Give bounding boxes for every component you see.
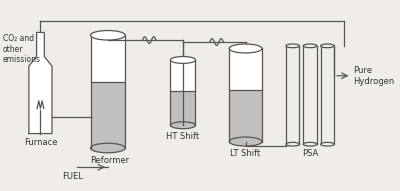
Bar bbox=[90, 35, 125, 148]
Polygon shape bbox=[29, 32, 52, 134]
Ellipse shape bbox=[321, 44, 334, 48]
Ellipse shape bbox=[286, 142, 300, 146]
Ellipse shape bbox=[90, 143, 125, 153]
Text: Reformer: Reformer bbox=[90, 156, 129, 165]
Ellipse shape bbox=[229, 137, 262, 146]
Text: HT Shift: HT Shift bbox=[166, 132, 200, 141]
Ellipse shape bbox=[170, 57, 196, 63]
Bar bbox=[90, 82, 125, 148]
Text: FUEL: FUEL bbox=[62, 172, 83, 181]
Ellipse shape bbox=[303, 44, 317, 48]
Text: LT Shift: LT Shift bbox=[230, 149, 261, 158]
Bar bbox=[229, 49, 262, 142]
Ellipse shape bbox=[170, 122, 196, 129]
Ellipse shape bbox=[286, 44, 300, 48]
Ellipse shape bbox=[229, 44, 262, 53]
Text: Furnace: Furnace bbox=[24, 138, 57, 147]
Text: Pure
Hydrogen: Pure Hydrogen bbox=[353, 66, 395, 86]
Ellipse shape bbox=[321, 142, 334, 146]
Ellipse shape bbox=[90, 31, 125, 40]
Text: CO₂ and
other
emissions: CO₂ and other emissions bbox=[3, 34, 41, 64]
Ellipse shape bbox=[303, 142, 317, 146]
Text: PSA: PSA bbox=[302, 149, 318, 158]
Bar bbox=[170, 91, 196, 125]
Bar bbox=[170, 60, 196, 125]
Bar bbox=[229, 90, 262, 142]
